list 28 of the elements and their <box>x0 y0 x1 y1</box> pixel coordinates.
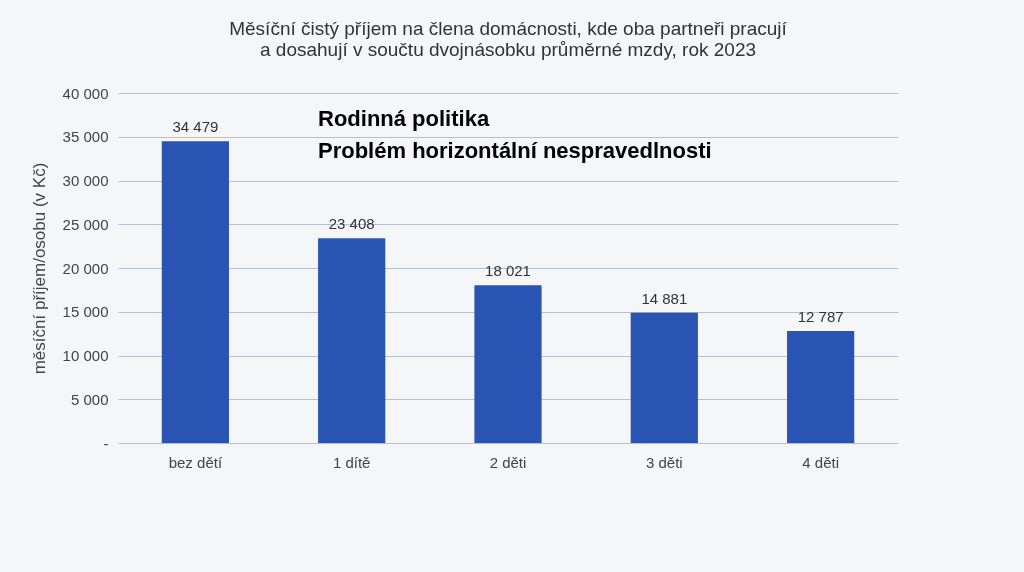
x-tick-label: bez dětí <box>168 453 223 471</box>
y-axis-title: měsíční příjem/osobu (v Kč) <box>29 162 49 375</box>
bar <box>318 238 386 443</box>
data-label: 18 021 <box>485 262 531 280</box>
x-tick-label: 3 děti <box>645 453 683 471</box>
annotation: Rodinná politika <box>318 106 490 131</box>
y-tick-label: 30 000 <box>62 172 109 189</box>
annotation: Problém horizontální nespravedlnosti <box>318 138 712 163</box>
y-tick-label: 25 000 <box>62 215 109 233</box>
y-tick-label: 35 000 <box>62 128 109 146</box>
chart-title: Měsíční čistý příjem na člena domácnosti, kde oba partneři pracují a dosahují v součtu dvojnásobku průměrné mzdy, rok 2023 <box>229 18 788 60</box>
x-tick-label: 4 děti <box>802 453 839 471</box>
bar <box>787 331 855 443</box>
bar <box>474 285 542 443</box>
data-label: 14 881 <box>641 289 688 307</box>
bar <box>630 312 698 443</box>
bar <box>161 141 229 443</box>
data-label: 34 479 <box>172 118 219 136</box>
y-tick-label: 15 000 <box>62 303 109 321</box>
y-tick-label: 10 000 <box>62 347 109 364</box>
y-tick-label: 20 000 <box>62 259 109 277</box>
y-tick-label: - <box>103 434 109 452</box>
y-tick-label: 40 000 <box>62 84 109 102</box>
y-tick-label: 5 000 <box>70 390 109 408</box>
data-label: 12 787 <box>797 308 844 326</box>
x-tick-label: 1 dítě <box>332 453 371 471</box>
x-tick-label: 2 děti <box>489 453 527 471</box>
data-label: 23 408 <box>328 215 375 233</box>
